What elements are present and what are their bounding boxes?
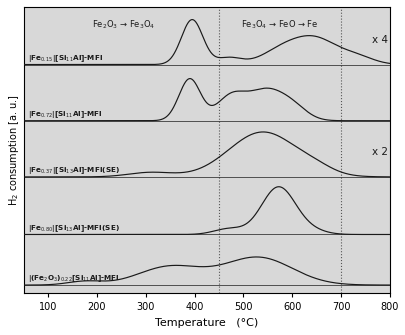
Text: |Fe$_{0.72}$|[Si$_{11}$Al]-MFI: |Fe$_{0.72}$|[Si$_{11}$Al]-MFI: [28, 109, 102, 120]
Text: Fe$_2$O$_3$ → Fe$_3$O$_4$: Fe$_2$O$_3$ → Fe$_3$O$_4$: [92, 18, 155, 31]
Y-axis label: H$_2$ consumption [a. u.]: H$_2$ consumption [a. u.]: [7, 94, 21, 206]
Text: |Fe$_{0.37}$|[Si$_{13}$Al]-MFI(SE): |Fe$_{0.37}$|[Si$_{13}$Al]-MFI(SE): [28, 165, 119, 176]
Text: |(Fe$_2$O$_3$)$_{0.22}$[Si$_{11}$Al]-MFI: |(Fe$_2$O$_3$)$_{0.22}$[Si$_{11}$Al]-MFI: [28, 273, 119, 284]
Text: |Fe$_{0.80}$|[Si$_{13}$Al]-MFI(SE): |Fe$_{0.80}$|[Si$_{13}$Al]-MFI(SE): [28, 223, 119, 234]
Text: x 4: x 4: [371, 35, 387, 45]
Text: x 2: x 2: [371, 147, 387, 157]
Text: |Fe$_{0.15}$|[Si$_{11}$Al]-MFI: |Fe$_{0.15}$|[Si$_{11}$Al]-MFI: [28, 53, 102, 64]
Text: Fe$_3$O$_4$ → FeO → Fe: Fe$_3$O$_4$ → FeO → Fe: [241, 18, 318, 31]
X-axis label: Temperature   (°C): Temperature (°C): [155, 318, 258, 328]
